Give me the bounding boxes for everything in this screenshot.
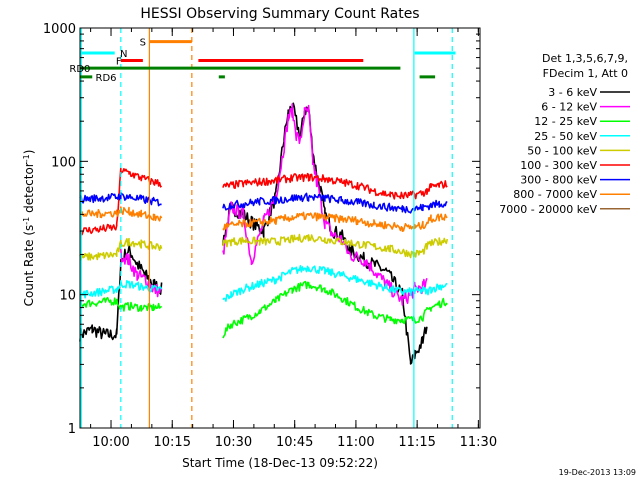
series-line-800-7000-kev bbox=[79, 206, 448, 232]
flag-label-rd6: RD6 bbox=[96, 73, 117, 84]
legend-label-8: 800 - 7000 keV bbox=[513, 188, 597, 201]
legend-label-6: 100 - 300 keV bbox=[520, 159, 597, 172]
legend-header-line-1: Det 1,3,5,6,7,9, bbox=[542, 52, 628, 65]
legend-label-2: 6 - 12 keV bbox=[541, 101, 597, 114]
x-tick-label: 11:00 bbox=[337, 435, 374, 450]
series-line-50-100-kev bbox=[79, 233, 449, 261]
legend-label-5: 50 - 100 keV bbox=[527, 144, 597, 157]
y-tick-label: 1000 bbox=[43, 22, 76, 37]
y-tick-label: 100 bbox=[51, 155, 76, 170]
flag-label-f: F bbox=[116, 57, 122, 68]
legend-label-1: 3 - 6 keV bbox=[548, 86, 597, 99]
y-axis-label: Count Rate (s-1 detector-1) bbox=[22, 150, 37, 307]
legend-label-4: 25 - 50 keV bbox=[534, 130, 597, 143]
legend-header-line-2: FDecim 1, Att 0 bbox=[543, 67, 628, 80]
legend-label-3: 12 - 25 keV bbox=[534, 115, 597, 128]
x-tick-label: 11:15 bbox=[398, 435, 435, 450]
y-tick-label: 10 bbox=[59, 289, 76, 304]
plot-frame bbox=[79, 27, 481, 429]
x-tick-label: 10:00 bbox=[92, 435, 129, 450]
legend-label-9: 7000 - 20000 keV bbox=[499, 203, 597, 216]
x-tick-label: 10:45 bbox=[276, 435, 313, 450]
x-axis-label: Start Time (18-Dec-13 09:52:22) bbox=[182, 456, 378, 470]
x-tick-label: 10:15 bbox=[154, 435, 191, 450]
axis-ticks: 1 10 100 1000 10:00 10:15 10:30 10:45 11:00 11:15… bbox=[43, 22, 497, 450]
chart-title: HESSI Observing Summary Count Rates bbox=[140, 6, 419, 22]
flag-label-n: N bbox=[120, 49, 127, 60]
flag-label-s: S bbox=[140, 38, 146, 49]
date-stamp: 19-Dec-2013 13:09 bbox=[559, 468, 636, 477]
x-tick-label: 11:30 bbox=[460, 435, 497, 450]
y-tick-label: 1 bbox=[68, 422, 76, 437]
legend-label-7: 300 - 800 keV bbox=[520, 174, 597, 187]
x-tick-label: 10:30 bbox=[215, 435, 252, 450]
legend: Det 1,3,5,6,7,9, FDecim 1, Att 0 3 - 6 k… bbox=[499, 52, 630, 216]
